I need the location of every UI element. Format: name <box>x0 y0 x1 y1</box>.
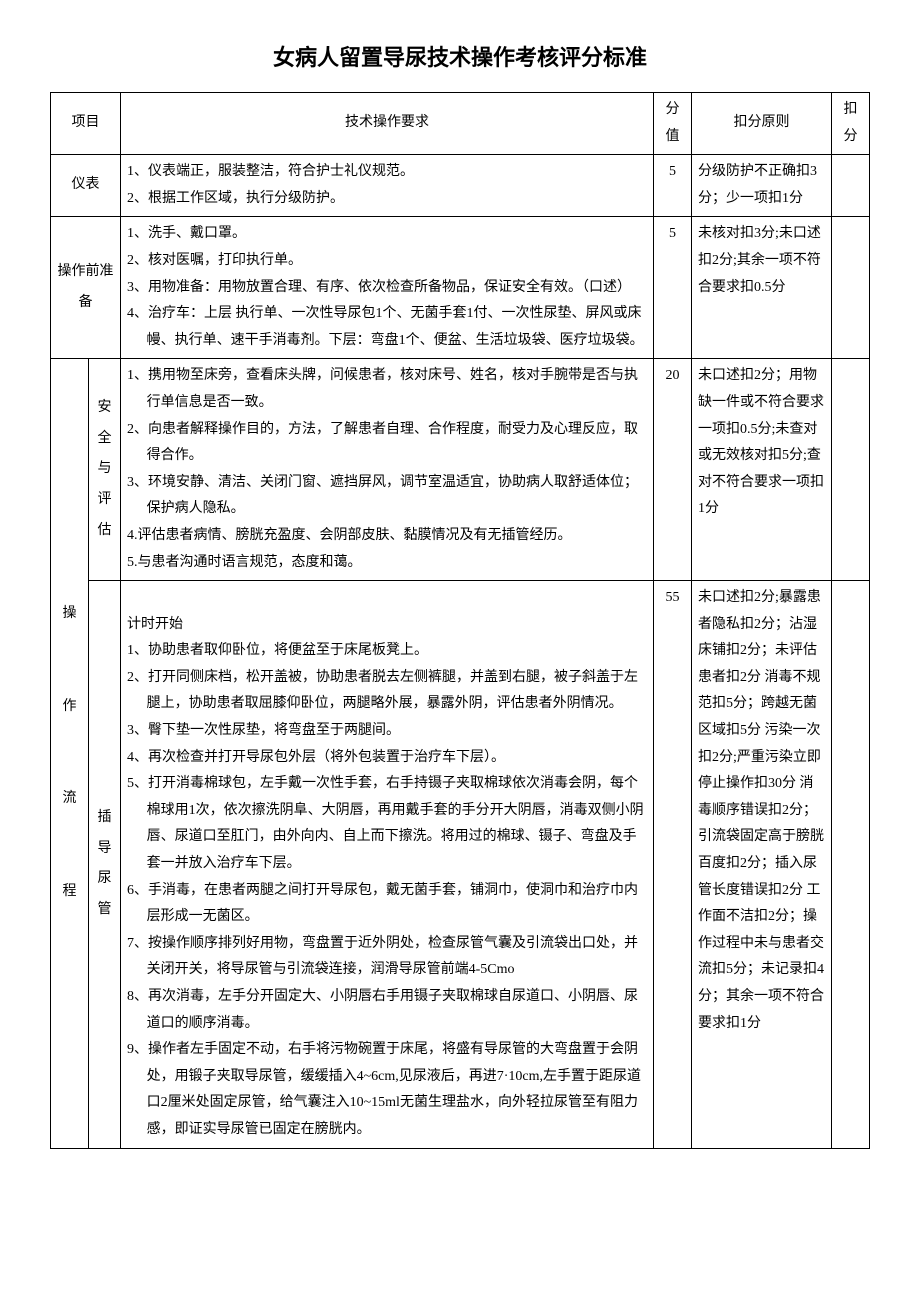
header-rule: 扣分原则 <box>692 93 832 155</box>
score-preparation: 5 <box>654 217 692 359</box>
header-score: 分值 <box>654 93 692 155</box>
req-timer: 计时开始 <box>127 612 647 639</box>
header-project: 项目 <box>51 93 121 155</box>
req-text: 6、手消毒，在患者两腿之间打开导尿包，戴无菌手套，铺洞巾，使洞巾和治疗巾内层形成… <box>127 878 647 931</box>
score-catheter: 55 <box>654 581 692 1148</box>
row-preparation: 操作前准备 1、洗手、戴口罩。 2、核对医嘱，打印执行单。 3、用物准备：用物放… <box>51 217 870 359</box>
req-text: 1、仪表端正，服装整洁，符合护士礼仪规范。 <box>127 159 647 186</box>
req-text: 2、向患者解释操作目的，方法，了解患者自理、合作程度，耐受力及心理反应，取得合作… <box>127 417 647 470</box>
req-text: 8、再次消毒，左手分开固定大、小阴唇右手用镊子夹取棉球自尿道口、小阴唇、尿道口的… <box>127 984 647 1037</box>
row-appearance: 仪表 1、仪表端正，服装整洁，符合护士礼仪规范。 2、根据工作区域，执行分级防护… <box>51 155 870 217</box>
req-text: 3、臀下垫一次性尿垫，将弯盘至于两腿间。 <box>127 718 647 745</box>
score-appearance: 5 <box>654 155 692 217</box>
req-text: 1、洗手、戴口罩。 <box>127 221 647 248</box>
rule-catheter: 未口述扣2分;暴露患者隐私扣2分；沾湿床铺扣2分；未评估患者扣2分 消毒不规范扣… <box>692 581 832 1148</box>
deduct-cell <box>832 359 870 581</box>
req-text <box>127 585 647 612</box>
deduct-cell <box>832 217 870 359</box>
proj-procedure-main: 操 作 流 程 <box>51 359 89 1148</box>
header-deduct: 扣分 <box>832 93 870 155</box>
req-text: 2、根据工作区域，执行分级防护。 <box>127 186 647 213</box>
rule-appearance: 分级防护不正确扣3分；少一项扣1分 <box>692 155 832 217</box>
req-text: 3、环境安静、清洁、关闭门窗、遮挡屏风，调节室温适宜，协助病人取舒适体位；保护病… <box>127 470 647 523</box>
req-preparation: 1、洗手、戴口罩。 2、核对医嘱，打印执行单。 3、用物准备：用物放置合理、有序… <box>121 217 654 359</box>
page-title: 女病人留置导尿技术操作考核评分标准 <box>50 40 870 72</box>
proj-appearance: 仪表 <box>51 155 121 217</box>
deduct-cell <box>832 581 870 1148</box>
req-appearance: 1、仪表端正，服装整洁，符合护士礼仪规范。 2、根据工作区域，执行分级防护。 <box>121 155 654 217</box>
proj-safety-eval: 安全与评估 <box>89 359 121 581</box>
req-text: 4、再次检查并打开导尿包外层（将外包装置于治疗车下层）。 <box>127 745 647 772</box>
req-text: 3、用物准备：用物放置合理、有序、依次检查所备物品，保证安全有效。（口述） <box>127 275 647 302</box>
req-text: 9、操作者左手固定不动，右手将污物碗置于床尾，将盛有导尿管的大弯盘置于会阴处，用… <box>127 1037 647 1143</box>
header-row: 项目 技术操作要求 分值 扣分原则 扣分 <box>51 93 870 155</box>
req-text: 7、按操作顺序排列好用物，弯盘置于近外阴处，检查尿管气囊及引流袋出口处，并关闭开… <box>127 931 647 984</box>
req-catheter: 计时开始 1、协助患者取仰卧位，将便盆至于床尾板凳上。 2、打开同侧床档，松开盖… <box>121 581 654 1148</box>
score-table: 项目 技术操作要求 分值 扣分原则 扣分 仪表 1、仪表端正，服装整洁，符合护士… <box>50 92 870 1149</box>
req-text: 2、核对医嘱，打印执行单。 <box>127 248 647 275</box>
proj-catheter: 插导尿管 <box>89 581 121 1148</box>
proj-char: 操 <box>63 606 77 621</box>
deduct-cell <box>832 155 870 217</box>
req-safety-eval: 1、携用物至床旁，查看床头牌，问候患者，核对床号、姓名，核对手腕带是否与执行单信… <box>121 359 654 581</box>
req-text: 1、协助患者取仰卧位，将便盆至于床尾板凳上。 <box>127 638 647 665</box>
req-text: 4、治疗车：上层 执行单、一次性导尿包1个、无菌手套1付、一次性尿垫、屏风或床幔… <box>127 301 647 354</box>
req-text: 2、打开同侧床档，松开盖被，协助患者脱去左侧裤腿，并盖到右腿，被子斜盖于左腿上，… <box>127 665 647 718</box>
rule-preparation: 未核对扣3分;未口述扣2分;其余一项不符合要求扣0.5分 <box>692 217 832 359</box>
row-safety-eval: 操 作 流 程 安全与评估 1、携用物至床旁，查看床头牌，问候患者，核对床号、姓… <box>51 359 870 581</box>
row-catheter: 插导尿管 计时开始 1、协助患者取仰卧位，将便盆至于床尾板凳上。 2、打开同侧床… <box>51 581 870 1148</box>
proj-char: 流 <box>63 791 77 806</box>
req-text: 4.评估患者病情、膀胱充盈度、会阴部皮肤、黏膜情况及有无插管经历。 <box>127 523 647 550</box>
proj-char: 程 <box>63 884 77 899</box>
req-text: 5.与患者沟通时语言规范，态度和蔼。 <box>127 550 647 577</box>
req-text: 1、携用物至床旁，查看床头牌，问候患者，核对床号、姓名，核对手腕带是否与执行单信… <box>127 363 647 416</box>
rule-safety-eval: 未口述扣2分；用物缺一件或不符合要求一项扣0.5分;未查对或无效核对扣5分;查对… <box>692 359 832 581</box>
proj-char: 作 <box>63 699 77 714</box>
header-requirement: 技术操作要求 <box>121 93 654 155</box>
proj-preparation: 操作前准备 <box>51 217 121 359</box>
score-safety-eval: 20 <box>654 359 692 581</box>
req-text: 5、打开消毒棉球包，左手戴一次性手套，右手持镊子夹取棉球依次消毒会阴，每个棉球用… <box>127 771 647 877</box>
